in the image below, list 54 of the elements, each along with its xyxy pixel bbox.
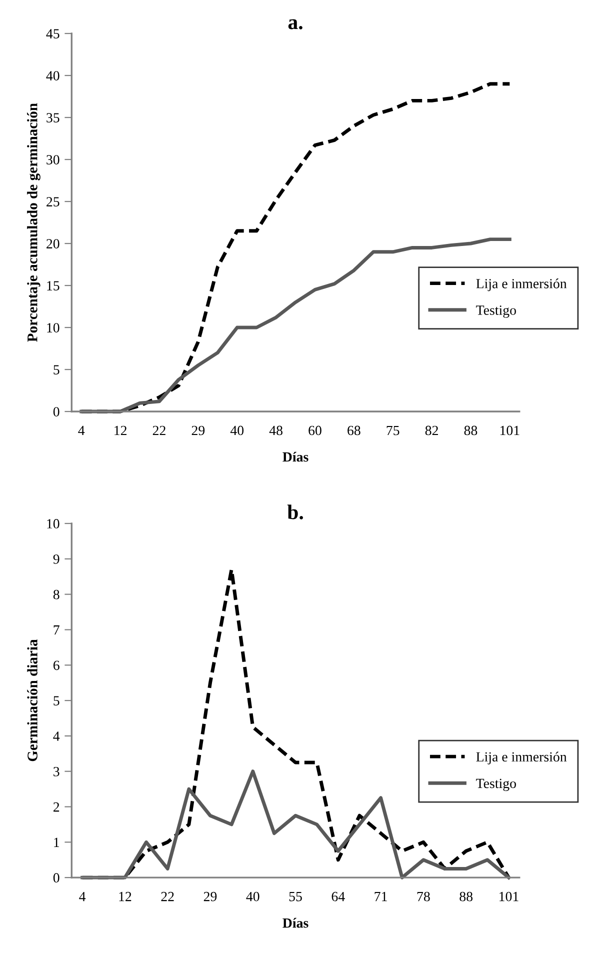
y-tick-label: 45 <box>46 29 60 38</box>
y-tick-label: 40 <box>46 71 60 80</box>
y-tick-label: 1 <box>54 838 59 847</box>
y-tick-label: 7 <box>54 625 60 635</box>
x-tick-label: 101 <box>500 426 520 436</box>
x-tick-label: 40 <box>246 892 260 902</box>
y-tick-label: 25 <box>46 197 60 206</box>
x-tick-label: 12 <box>119 892 132 902</box>
y-tick-label: 30 <box>46 155 60 164</box>
y-tick-label: 8 <box>53 590 60 600</box>
y-tick-label: 15 <box>47 281 60 290</box>
legend-label: Lija e inmersión <box>476 278 567 292</box>
y-tick-label: 3 <box>54 766 60 776</box>
x-axis-title: Días <box>282 452 308 462</box>
x-tick-label: 48 <box>269 426 282 436</box>
y-tick-label: 0 <box>53 873 60 883</box>
x-tick-label: 88 <box>460 892 472 902</box>
legend-label: Testigo <box>476 778 516 791</box>
y-tick-label: 5 <box>54 365 60 374</box>
legend-label: Testigo <box>476 306 516 318</box>
x-tick-label: 12 <box>114 426 126 436</box>
y-axis-title: Germinación diaria <box>27 639 38 762</box>
x-tick-label: 22 <box>161 892 174 902</box>
y-tick-label: 6 <box>53 660 60 670</box>
y-tick-label: 10 <box>47 519 60 528</box>
y-axis-title: Porcentaje acumulado de germinación <box>27 103 40 342</box>
x-tick-label: 75 <box>386 426 400 436</box>
x-tick-label: 55 <box>289 892 302 902</box>
x-tick-label: 29 <box>192 426 205 436</box>
x-tick-label: 60 <box>308 426 322 436</box>
chart-title: a. <box>288 19 302 30</box>
x-tick-label: 78 <box>417 892 430 902</box>
x-tick-label: 68 <box>348 426 360 436</box>
y-tick-label: 5 <box>54 696 60 706</box>
x-tick-label: 88 <box>464 426 478 436</box>
y-tick-label: 35 <box>46 113 60 122</box>
x-axis-title: Días <box>282 918 308 928</box>
x-tick-label: 40 <box>230 426 244 436</box>
y-tick-label: 0 <box>53 407 60 416</box>
x-tick-label: 29 <box>204 892 217 902</box>
y-tick-label: 10 <box>47 323 60 332</box>
x-tick-label: 4 <box>79 892 86 902</box>
y-tick-label: 4 <box>53 732 60 741</box>
y-tick-label: 20 <box>46 239 60 248</box>
y-tick-label: 2 <box>54 802 60 812</box>
legend-label: Lija e inmersión <box>476 752 567 764</box>
y-tick-label: 9 <box>53 554 60 564</box>
chart-title: b. <box>287 504 303 520</box>
x-tick-label: 64 <box>332 892 345 902</box>
x-tick-label: 4 <box>78 426 85 436</box>
x-tick-label: 101 <box>500 892 518 902</box>
x-tick-label: 22 <box>152 426 166 436</box>
x-tick-label: 82 <box>425 426 438 436</box>
x-tick-label: 71 <box>374 892 387 902</box>
